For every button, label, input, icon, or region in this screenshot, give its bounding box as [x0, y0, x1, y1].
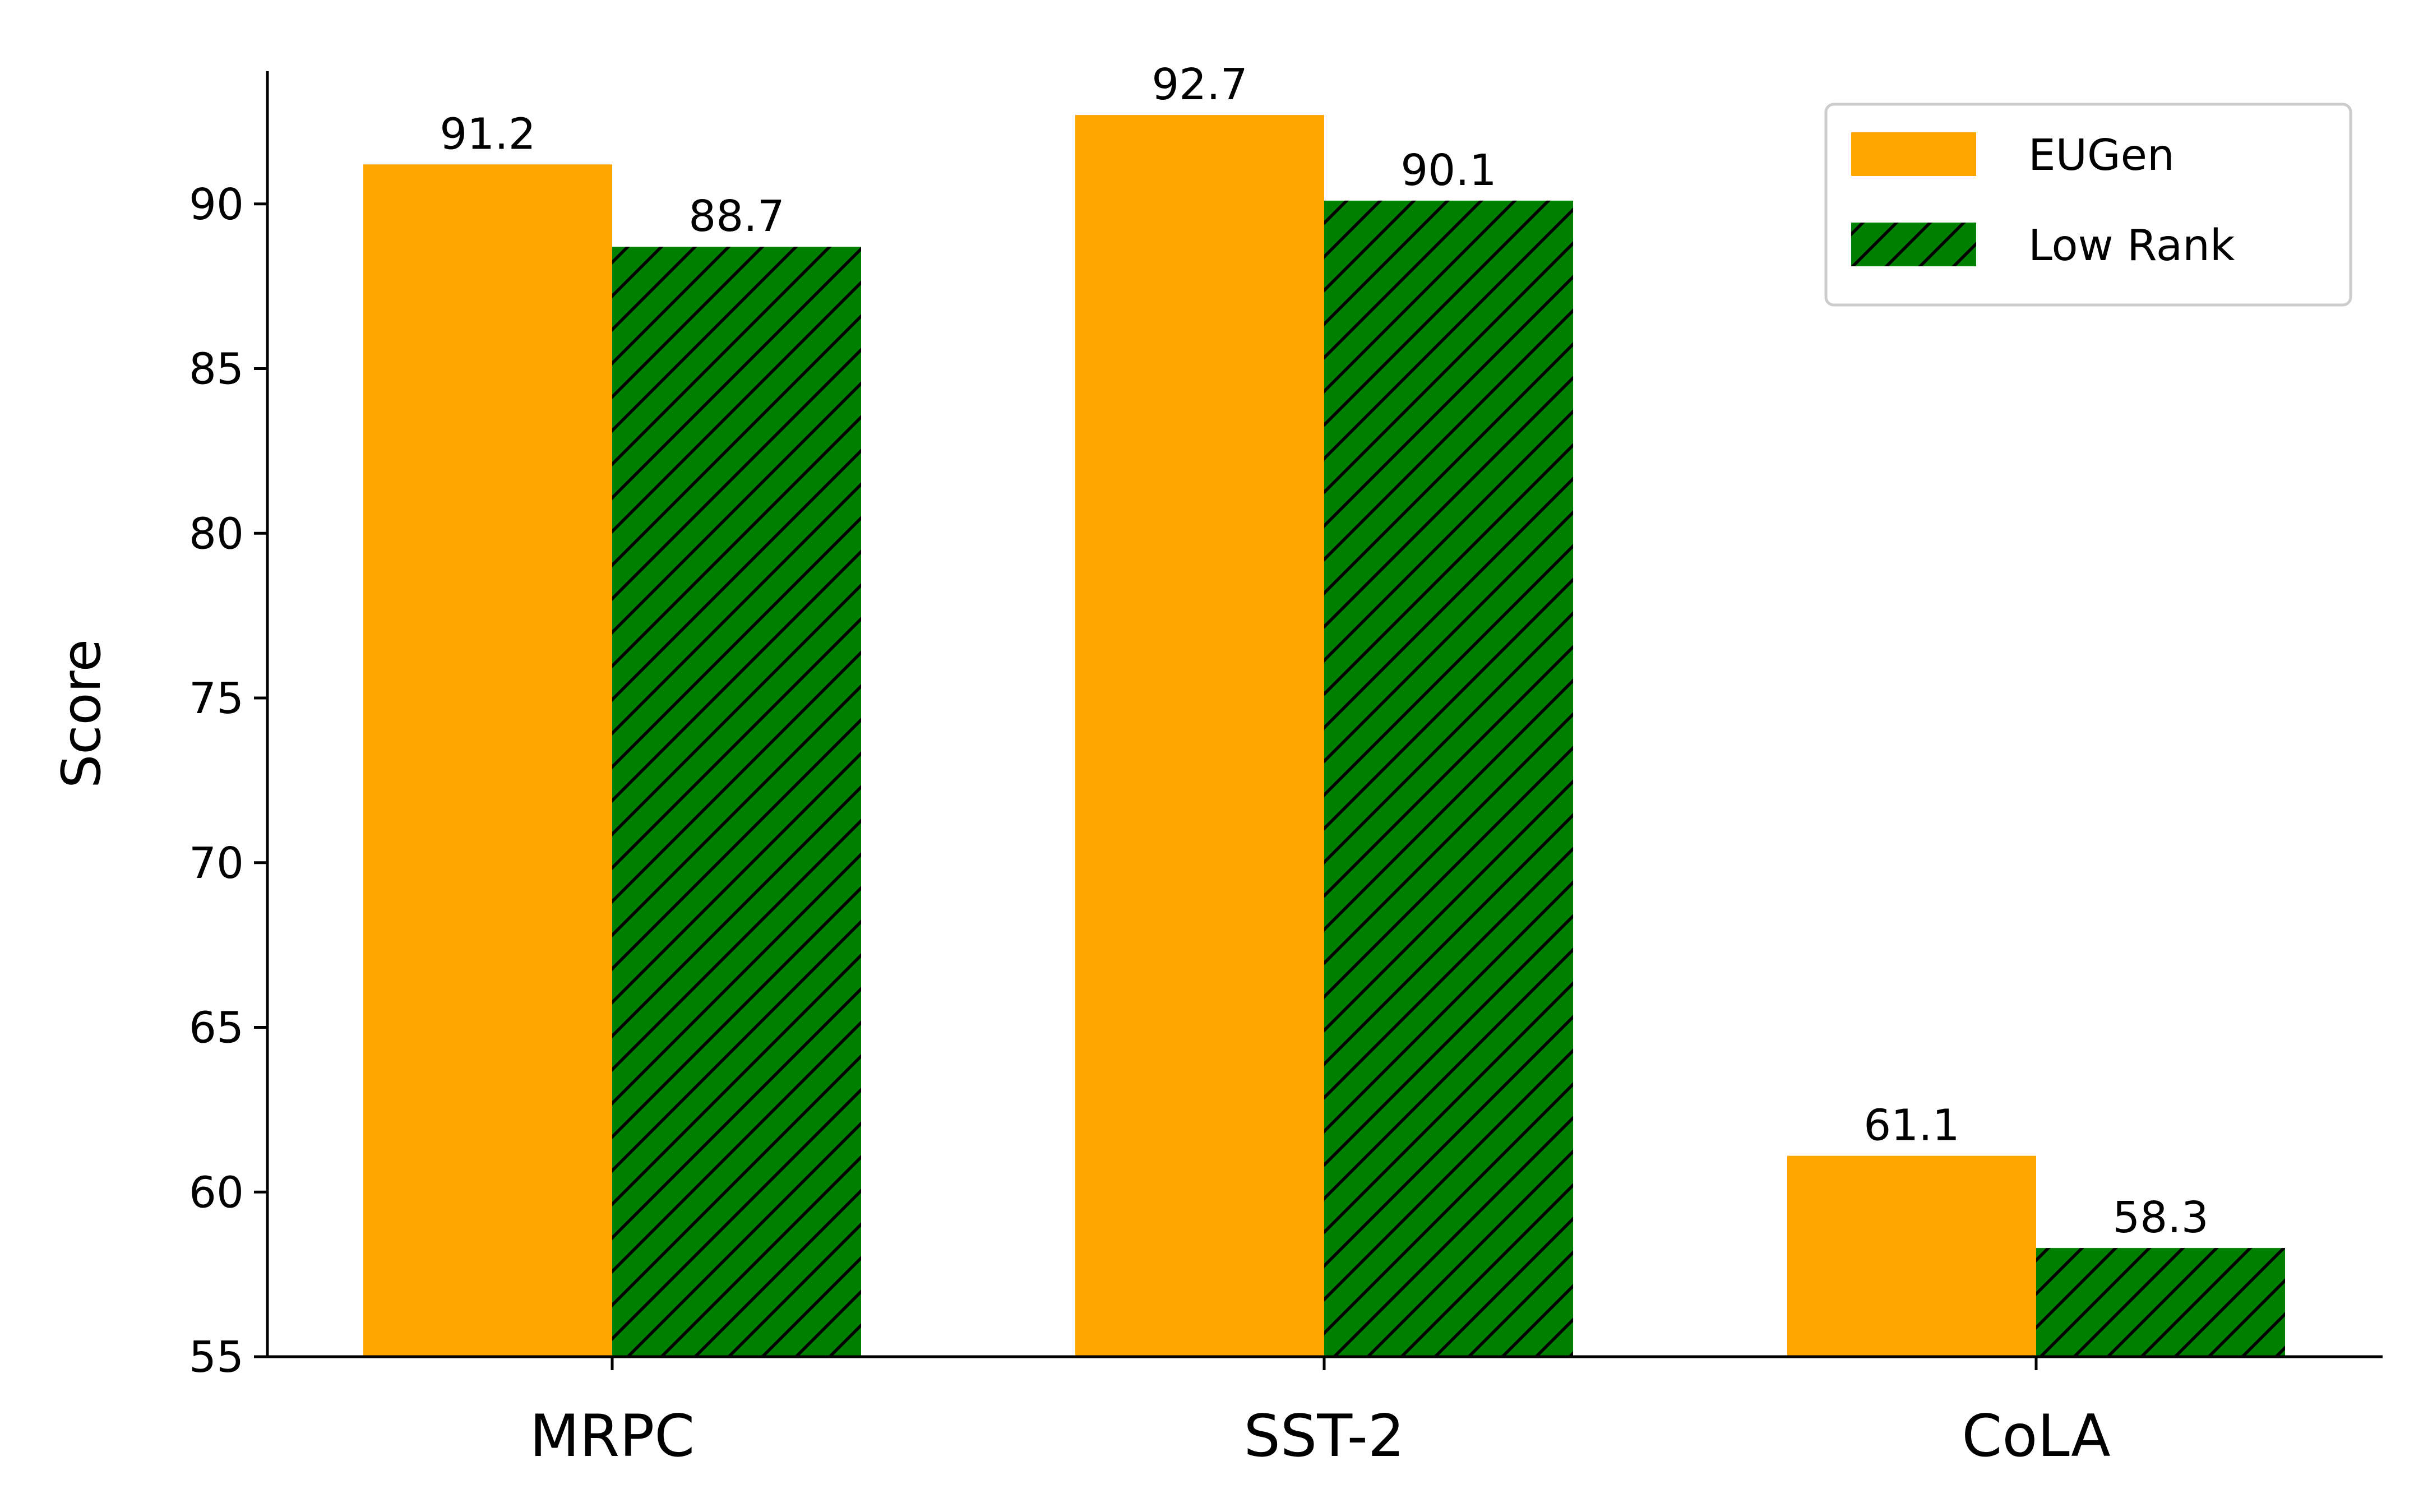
legend-swatch-low-rank-hatch — [1851, 223, 1976, 266]
value-label-low-rank-sst-2: 90.1 — [1400, 146, 1496, 196]
value-label-low-rank-cola: 58.3 — [2112, 1193, 2208, 1243]
y-tick-label: 55 — [189, 1333, 244, 1382]
x-tick-label-sst-2: SST-2 — [1244, 1403, 1405, 1470]
bars-layer — [363, 115, 2285, 1357]
bar-eugen-sst-2 — [1075, 115, 1324, 1357]
value-label-eugen-sst-2: 92.7 — [1151, 60, 1247, 110]
y-tick-label: 60 — [189, 1168, 244, 1218]
legend: EUGen Low Rank — [1824, 103, 2352, 307]
bar-hatch-low-rank-cola — [2036, 1248, 2285, 1357]
y-tick-label: 65 — [189, 1004, 244, 1053]
x-tick-label-cola: CoLA — [1962, 1403, 2110, 1470]
y-tick-label: 85 — [189, 345, 244, 395]
value-labels-layer: 91.2 92.7 61.1 88.7 90.1 58.3 — [440, 60, 2208, 1243]
bar-hatch-low-rank-mrpc — [612, 247, 861, 1357]
y-axis-title: Score — [51, 639, 113, 788]
x-ticks-layer: MRPC SST-2 CoLA — [530, 1357, 2111, 1470]
y-tick-label: 70 — [189, 839, 244, 889]
value-label-eugen-mrpc: 91.2 — [440, 109, 535, 159]
value-label-low-rank-mrpc: 88.7 — [688, 192, 784, 242]
legend-label-low-rank: Low Rank — [2028, 221, 2235, 271]
bar-eugen-cola — [1787, 1155, 2036, 1357]
legend-label-eugen: EUGen — [2028, 131, 2175, 181]
y-tick-label: 90 — [189, 180, 244, 230]
x-tick-label-mrpc: MRPC — [530, 1403, 695, 1470]
legend-swatch-eugen — [1851, 132, 1976, 176]
y-tick-label: 80 — [189, 509, 244, 559]
y-tick-label: 75 — [189, 674, 244, 724]
y-ticks-layer: 55 60 65 70 75 80 85 90 — [189, 180, 267, 1382]
value-label-eugen-cola: 61.1 — [1863, 1101, 1959, 1151]
bar-hatch-low-rank-sst-2 — [1324, 200, 1573, 1357]
bar-eugen-mrpc — [363, 164, 612, 1357]
